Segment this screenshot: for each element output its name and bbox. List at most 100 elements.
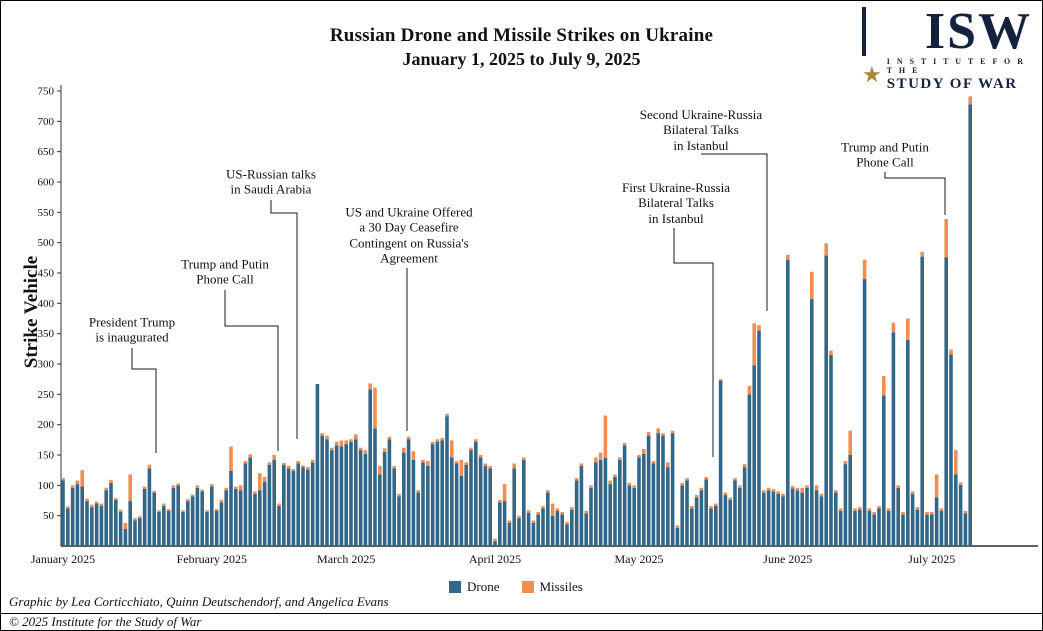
bar-missile-segment	[651, 461, 656, 464]
bar-drone-segment	[757, 330, 761, 546]
bar-drone-segment	[958, 484, 963, 546]
bar-missile-segment	[598, 452, 603, 460]
bar-missile-segment	[469, 447, 473, 451]
bar-drone-segment	[675, 527, 680, 546]
y-tick-label: 300	[38, 359, 55, 371]
bar-missile-segment	[910, 491, 915, 494]
bar-missile-segment	[118, 509, 123, 513]
bar-missile-segment	[94, 501, 99, 504]
footer-copyright: © 2025 Institute for the Study of War	[9, 614, 202, 629]
bar-missile-segment	[61, 478, 65, 481]
bar-missile-segment	[282, 462, 286, 465]
bar-missile-segment	[565, 521, 569, 525]
bar-drone-segment	[224, 490, 228, 546]
y-tick-label: 550	[38, 207, 55, 219]
annotation-line	[673, 228, 714, 457]
bar-missile-segment	[262, 476, 267, 482]
bar-drone-segment	[526, 512, 531, 546]
bar-missile-segment	[502, 484, 507, 502]
bar-drone-segment	[459, 475, 464, 546]
bar-drone-segment	[891, 332, 896, 546]
bar-drone-segment	[373, 428, 377, 546]
bar-missile-segment	[162, 503, 166, 506]
bar-missile-segment	[675, 525, 680, 528]
bar-drone-segment	[819, 496, 824, 546]
bar-missile-segment	[411, 451, 416, 460]
x-month-label: May 2025	[615, 552, 664, 566]
bar-missile-segment	[968, 96, 972, 105]
bar-drone-segment	[205, 512, 209, 546]
bar-missile-segment	[344, 440, 348, 445]
bar-drone-segment	[498, 502, 502, 546]
bar-missile-segment	[397, 493, 401, 497]
bar-missile-segment	[925, 512, 929, 515]
bar-missile-segment	[334, 441, 339, 446]
bar-drone-segment	[762, 492, 766, 546]
bar-missile-segment	[781, 493, 785, 497]
bar-drone-segment	[723, 495, 728, 546]
x-month-label: April 2025	[469, 552, 521, 566]
bar-missile-segment	[824, 243, 828, 256]
bar-drone-segment	[608, 484, 612, 546]
bar-missile-segment	[920, 251, 924, 257]
missiles-swatch-icon	[521, 581, 534, 593]
bar-drone-segment	[219, 502, 224, 546]
bar-missile-segment	[214, 508, 219, 511]
bar-drone-segment	[354, 439, 358, 546]
bar-drone-segment	[243, 463, 248, 546]
bar-drone-segment	[402, 452, 406, 546]
bar-missile-segment	[843, 461, 848, 465]
bar-drone-segment	[598, 459, 603, 546]
bar-drone-segment	[301, 467, 305, 546]
bar-drone-segment	[80, 486, 84, 546]
legend-drone-label: Drone	[467, 579, 500, 594]
bar-drone-segment	[363, 453, 368, 546]
legend: Drone Missiles	[449, 579, 583, 595]
bar-drone-segment	[85, 501, 89, 546]
bar-missile-segment	[522, 457, 526, 460]
bar-missile-segment	[589, 485, 593, 488]
bar-drone-segment	[920, 256, 924, 546]
bar-missile-segment	[886, 508, 891, 511]
bar-missile-segment	[349, 439, 353, 442]
bar-missile-segment	[526, 510, 531, 513]
bar-drone-segment	[118, 512, 123, 546]
bar-drone-segment	[190, 496, 195, 546]
bar-missile-segment	[656, 428, 660, 434]
bar-drone-segment	[435, 441, 440, 546]
bar-drone-segment	[915, 509, 920, 546]
bar-missile-segment	[853, 508, 857, 511]
bar-drone-segment	[296, 463, 300, 546]
bar-missile-segment	[546, 490, 550, 493]
bar-drone-segment	[493, 541, 497, 546]
bar-drone-segment	[99, 505, 104, 546]
bar-drone-segment	[339, 446, 344, 546]
bar-drone-segment	[320, 435, 324, 546]
bar-missile-segment	[738, 485, 742, 488]
bar-drone-segment	[66, 508, 70, 546]
bar-missile-segment	[416, 490, 420, 493]
bar-drone-segment	[368, 389, 372, 546]
bar-missile-segment	[171, 485, 176, 488]
bar-drone-segment	[925, 514, 929, 546]
bar-drone-segment	[133, 520, 137, 546]
bar-drone-segment	[834, 492, 838, 546]
legend-missiles-label: Missiles	[539, 579, 583, 594]
bar-missile-segment	[426, 461, 430, 466]
bar-drone-segment	[104, 490, 108, 546]
bar-missile-segment	[608, 480, 612, 485]
bar-missile-segment	[704, 476, 708, 480]
y-tick-label: 650	[38, 146, 55, 158]
bar-drone-segment	[656, 433, 660, 546]
bar-drone-segment	[282, 464, 286, 546]
bar-drone-segment	[358, 450, 363, 546]
bar-drone-segment	[618, 459, 622, 546]
bar-drone-segment	[440, 440, 444, 546]
bar-drone-segment	[627, 485, 632, 546]
bar-missile-segment	[488, 465, 492, 469]
isw-star-icon: ★	[862, 62, 882, 88]
bar-missile-segment	[949, 349, 953, 355]
bar-missile-segment	[555, 508, 560, 511]
bar-drone-segment	[286, 468, 291, 546]
